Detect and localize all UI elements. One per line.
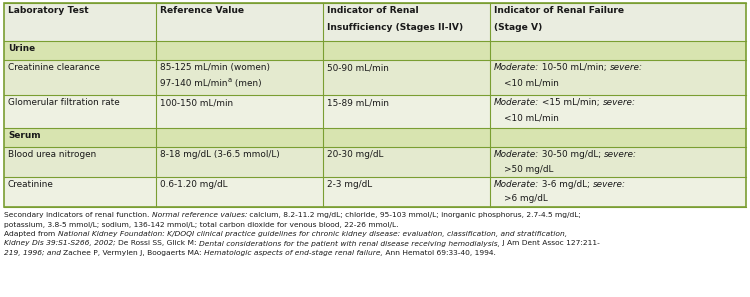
Bar (4, 177, 746, 207)
Text: Insufficiency (Stages II-IV): Insufficiency (Stages II-IV) (327, 23, 464, 32)
Text: Moderate:: Moderate: (494, 99, 539, 108)
Bar (4, 60, 746, 95)
Text: National Kidney Foundation: K/DOQI clinical practice guidelines for chronic kidn: National Kidney Foundation: K/DOQI clini… (58, 231, 567, 237)
Text: Serum: Serum (8, 131, 40, 140)
Text: Creatinine: Creatinine (8, 180, 54, 189)
Text: 20-30 mg/dL: 20-30 mg/dL (327, 150, 383, 159)
Text: Adapted from: Adapted from (4, 231, 58, 237)
Text: 3-6 mg/dL;: 3-6 mg/dL; (539, 180, 593, 189)
Text: 15-89 mL/min: 15-89 mL/min (327, 99, 389, 108)
Text: 219, 1996; and: 219, 1996; and (4, 250, 63, 256)
Text: >6 mg/dL: >6 mg/dL (504, 195, 548, 203)
Bar (4, 95, 746, 128)
Bar (4, 41, 746, 60)
Text: Moderate:: Moderate: (494, 150, 539, 159)
Bar (4, 128, 746, 147)
Text: Ann Hematol 69:33-40, 1994.: Ann Hematol 69:33-40, 1994. (383, 250, 496, 256)
Text: 10-50 mL/min;: 10-50 mL/min; (539, 63, 610, 72)
Text: Blood urea nitrogen: Blood urea nitrogen (8, 150, 96, 159)
Text: potassium, 3.8-5 mmol/L; sodium, 136-142 mmol/L; total carbon dioxide for venous: potassium, 3.8-5 mmol/L; sodium, 136-142… (4, 222, 398, 228)
Text: Glomerular filtration rate: Glomerular filtration rate (8, 99, 120, 108)
Text: severe:: severe: (610, 63, 643, 72)
Text: 100-150 mL/min: 100-150 mL/min (160, 99, 233, 108)
Bar (4, 3, 746, 207)
Text: Zachee P, Vermylen J, Boogaerts MA:: Zachee P, Vermylen J, Boogaerts MA: (63, 250, 204, 256)
Text: Moderate:: Moderate: (494, 63, 539, 72)
Text: Normal reference values:: Normal reference values: (152, 212, 248, 218)
Text: a: a (227, 77, 232, 83)
Bar (4, 147, 746, 177)
Text: severe:: severe: (593, 180, 626, 189)
Text: Indicator of Renal: Indicator of Renal (327, 6, 419, 15)
Text: Secondary indicators of renal function.: Secondary indicators of renal function. (4, 212, 152, 218)
Text: 50-90 mL/min: 50-90 mL/min (327, 63, 389, 72)
Text: Moderate:: Moderate: (494, 180, 539, 189)
Bar (4, 3, 746, 41)
Text: De Rossi SS, Glick M:: De Rossi SS, Glick M: (118, 241, 199, 247)
Text: <15 mL/min;: <15 mL/min; (539, 99, 603, 108)
Text: 30-50 mg/dL;: 30-50 mg/dL; (539, 150, 604, 159)
Text: (Stage V): (Stage V) (494, 23, 542, 32)
Text: calcium, 8.2-11.2 mg/dL; chloride, 95-103 mmol/L; inorganic phosphorus, 2.7-4.5 : calcium, 8.2-11.2 mg/dL; chloride, 95-10… (248, 212, 581, 218)
Text: severe:: severe: (603, 99, 636, 108)
Text: <10 mL/min: <10 mL/min (504, 114, 559, 123)
Text: severe:: severe: (604, 150, 638, 159)
Text: 85-125 mL/min (women): 85-125 mL/min (women) (160, 63, 270, 72)
Text: >50 mg/dL: >50 mg/dL (504, 165, 554, 173)
Text: J Am Dent Assoc 127:211-: J Am Dent Assoc 127:211- (500, 241, 600, 247)
Text: Kidney Dis 39:S1-S266, 2002;: Kidney Dis 39:S1-S266, 2002; (4, 241, 118, 247)
Text: 8-18 mg/dL (3-6.5 mmol/L): 8-18 mg/dL (3-6.5 mmol/L) (160, 150, 280, 159)
Text: Reference Value: Reference Value (160, 6, 244, 15)
Text: Dental considerations for the patient with renal disease receiving hemodialysis,: Dental considerations for the patient wi… (199, 241, 500, 247)
Text: (men): (men) (232, 79, 261, 88)
Text: 97-140 mL/min: 97-140 mL/min (160, 79, 227, 88)
Text: 2-3 mg/dL: 2-3 mg/dL (327, 180, 372, 189)
Text: Urine: Urine (8, 44, 35, 53)
Text: Indicator of Renal Failure: Indicator of Renal Failure (494, 6, 624, 15)
Text: <10 mL/min: <10 mL/min (504, 79, 559, 88)
Text: 0.6-1.20 mg/dL: 0.6-1.20 mg/dL (160, 180, 227, 189)
Text: Laboratory Test: Laboratory Test (8, 6, 88, 15)
Text: Creatinine clearance: Creatinine clearance (8, 63, 100, 72)
Text: Hematologic aspects of end-stage renal failure,: Hematologic aspects of end-stage renal f… (204, 250, 383, 256)
